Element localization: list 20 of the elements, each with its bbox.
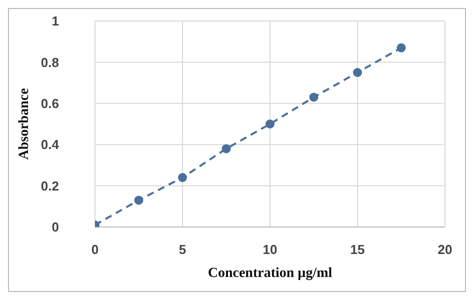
y-tick-label: 0.4	[40, 137, 60, 152]
point	[178, 173, 187, 182]
point	[309, 92, 318, 102]
x-axis-title: Concentration µg/ml	[208, 266, 332, 281]
point	[266, 120, 274, 128]
y-tick-label: 1	[52, 14, 59, 29]
y-tick-label: 0.6	[40, 96, 59, 112]
point	[353, 68, 362, 77]
x-tick-label: 20	[438, 242, 452, 258]
point	[134, 196, 144, 205]
x-tick-label: 15	[350, 242, 365, 258]
y-axis-title: Absorbance	[16, 88, 32, 160]
x-tick-label: 0	[91, 242, 99, 258]
y-tick-label: 0	[52, 220, 59, 235]
y-tick-label: 0.8	[40, 54, 59, 70]
y-tick-label: 0.2	[40, 178, 59, 194]
x-tick-label: 5	[178, 242, 186, 258]
point	[396, 43, 406, 52]
point	[222, 144, 231, 154]
x-tick-label: 10	[262, 242, 278, 258]
